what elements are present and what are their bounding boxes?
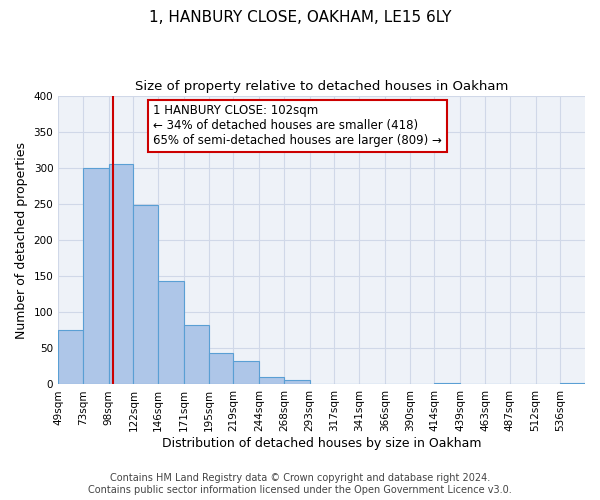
Bar [184, 324, 209, 384]
Bar [434, 383, 460, 384]
Bar [109, 164, 133, 384]
Y-axis label: Number of detached properties: Number of detached properties [15, 142, 28, 338]
Bar [158, 281, 184, 384]
Bar [560, 383, 585, 384]
Bar [58, 330, 83, 384]
Text: Contains HM Land Registry data © Crown copyright and database right 2024.
Contai: Contains HM Land Registry data © Crown c… [88, 474, 512, 495]
Bar [83, 168, 109, 384]
Bar [233, 362, 259, 384]
Text: 1, HANBURY CLOSE, OAKHAM, LE15 6LY: 1, HANBURY CLOSE, OAKHAM, LE15 6LY [149, 10, 451, 25]
Text: 1 HANBURY CLOSE: 102sqm
← 34% of detached houses are smaller (418)
65% of semi-d: 1 HANBURY CLOSE: 102sqm ← 34% of detache… [153, 104, 442, 147]
Bar [284, 380, 310, 384]
Bar [133, 206, 158, 384]
Bar [209, 352, 233, 384]
Bar [259, 377, 284, 384]
Title: Size of property relative to detached houses in Oakham: Size of property relative to detached ho… [135, 80, 508, 93]
X-axis label: Distribution of detached houses by size in Oakham: Distribution of detached houses by size … [162, 437, 481, 450]
